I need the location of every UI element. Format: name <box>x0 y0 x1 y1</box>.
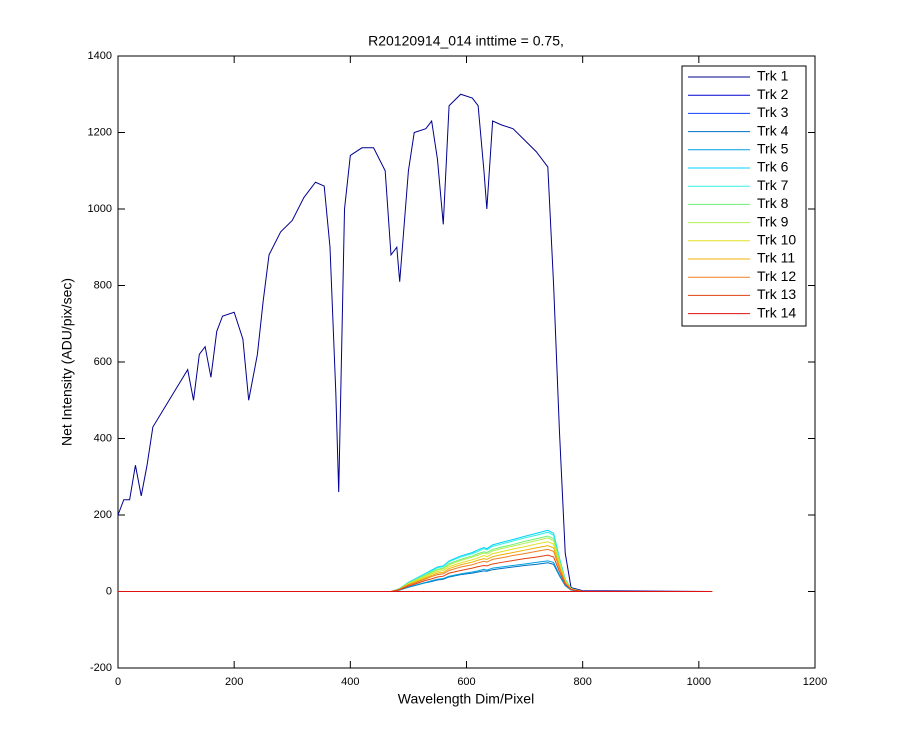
legend-label: Trk 5 <box>757 141 789 157</box>
legend-label: Trk 3 <box>757 104 789 120</box>
y-tick-label: 0 <box>106 585 112 597</box>
x-tick-label: 600 <box>457 676 475 688</box>
series-line <box>117 93 713 592</box>
legend-label: Trk 6 <box>757 159 789 175</box>
y-axis-label: Net Intensity (ADU/pix/sec) <box>59 278 75 446</box>
y-tick-label: -200 <box>90 662 112 674</box>
legend-label: Trk 2 <box>757 86 789 102</box>
x-tick-label: 1000 <box>687 676 711 688</box>
y-tick-label: 400 <box>94 432 112 444</box>
x-tick-label: 200 <box>225 676 243 688</box>
x-tick-label: 800 <box>573 676 591 688</box>
legend-box <box>681 65 807 327</box>
lines <box>117 93 713 592</box>
legend-label: Trk 14 <box>757 304 796 320</box>
x-tick-label: 0 <box>115 676 121 688</box>
y-tick-label: 1200 <box>88 126 112 138</box>
y-tick-label: 800 <box>94 279 112 291</box>
legend-label: Trk 7 <box>757 177 789 193</box>
x-tick-label: 1200 <box>803 676 827 688</box>
legend-label: Trk 10 <box>757 232 796 248</box>
legend-label: Trk 13 <box>757 286 796 302</box>
legend-label: Trk 9 <box>757 213 789 229</box>
y-tick-label: 1400 <box>88 50 112 62</box>
y-tick-label: 600 <box>94 356 112 368</box>
legend-label: Trk 8 <box>757 195 789 211</box>
legend-label: Trk 12 <box>757 268 796 284</box>
legend-label: Trk 4 <box>757 122 789 138</box>
legend-label: Trk 1 <box>757 68 789 84</box>
chart-title: R20120914_014 inttime = 0.75, <box>368 33 564 49</box>
x-tick-label: 400 <box>341 676 359 688</box>
y-tick-label: 1000 <box>88 203 112 215</box>
y-tick-label: 200 <box>94 509 112 521</box>
legend-label: Trk 11 <box>757 250 795 266</box>
x-axis-label: Wavelength Dim/Pixel <box>398 691 534 707</box>
